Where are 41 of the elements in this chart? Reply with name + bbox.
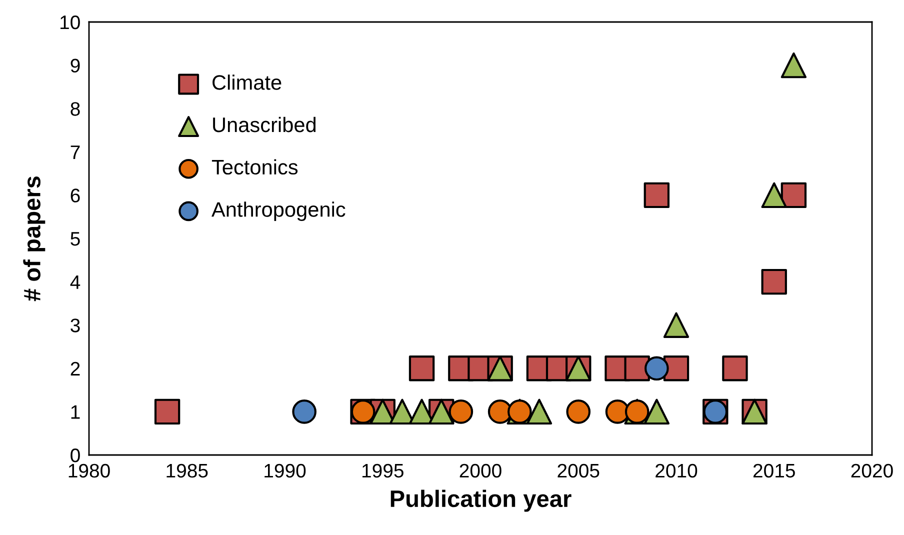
x-tick-label: 2005 — [558, 464, 600, 478]
point — [644, 356, 669, 381]
x-tick-label: 1985 — [166, 464, 208, 478]
point — [448, 400, 474, 424]
legend-label: Tectonics — [212, 159, 298, 175]
point — [644, 398, 670, 425]
x-tick-label: 1995 — [362, 464, 404, 478]
y-tick-label: 3 — [70, 318, 80, 332]
x-tick-label: 2015 — [753, 464, 795, 478]
y-tick-label: 2 — [70, 362, 80, 376]
y-tick-label: 1 — [71, 405, 80, 419]
point — [526, 398, 552, 425]
point — [780, 182, 807, 208]
x-tick-label: 2000 — [460, 464, 502, 478]
point — [663, 312, 690, 338]
point — [761, 182, 787, 208]
legend-label: Climate — [212, 74, 282, 90]
point — [722, 356, 748, 382]
point — [780, 52, 807, 78]
point — [761, 268, 787, 295]
point — [292, 400, 316, 424]
x-tick-label: 1990 — [264, 464, 306, 478]
point — [644, 182, 670, 208]
legend-label: Anthropogenic — [212, 202, 346, 222]
y-tick-label: 9 — [70, 58, 80, 73]
point — [154, 398, 180, 425]
point — [408, 356, 435, 382]
y-axis-title: # of papers — [23, 176, 46, 302]
point — [566, 400, 591, 424]
x-axis-title: Publication year — [390, 490, 572, 512]
y-tick-label: 4 — [70, 275, 80, 289]
y-tick-label: 10 — [60, 15, 80, 30]
y-tick-label: 5 — [70, 232, 80, 246]
y-tick-label: 6 — [70, 188, 80, 202]
y-tick-label: 0 — [70, 448, 80, 462]
x-tick-label: 2010 — [656, 464, 698, 478]
x-tick-label: 1980 — [68, 464, 110, 478]
y-tick-label: 8 — [70, 102, 80, 116]
x-tick-label: 2020 — [851, 464, 893, 478]
y-tick-label: 7 — [70, 146, 80, 159]
legend-label: Unascribed — [213, 116, 316, 132]
